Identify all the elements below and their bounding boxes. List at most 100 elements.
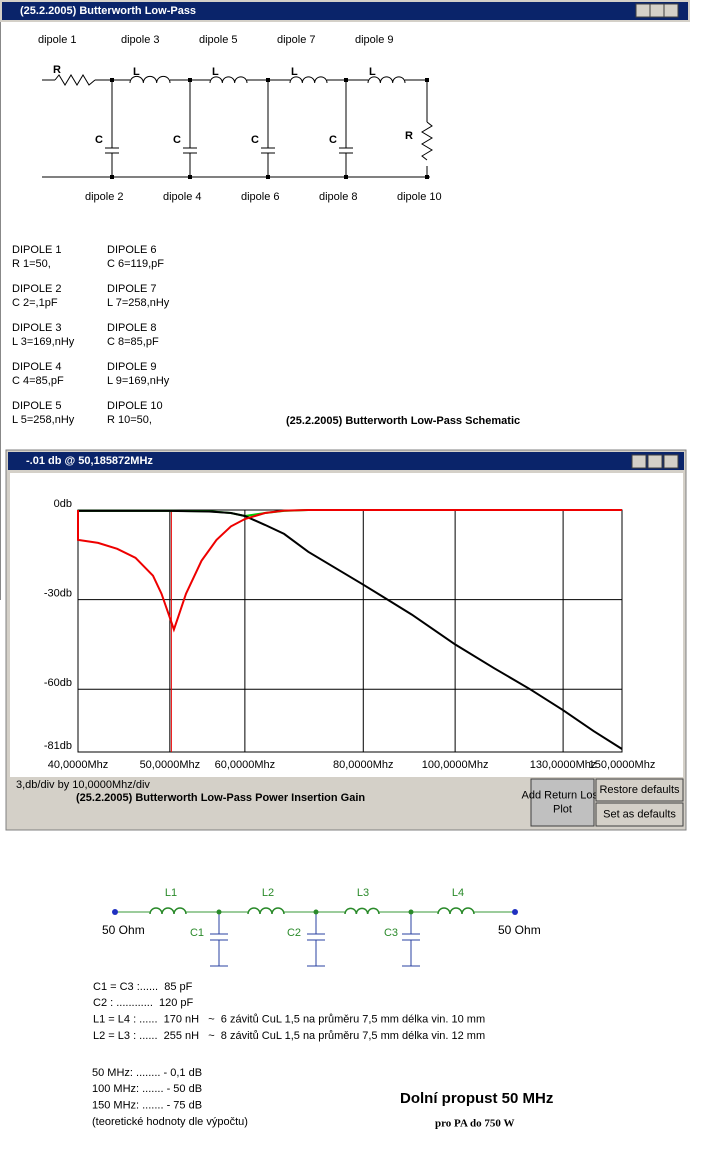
button-label[interactable]: Restore defaults <box>599 784 680 796</box>
scale-note: 3,db/div by 10,0000Mhz/div <box>16 779 150 791</box>
component-label: L <box>291 66 298 78</box>
dipole-name: DIPOLE 9 <box>107 361 157 373</box>
plot-caption: (25.2.2005) Butterworth Low-Pass Power I… <box>76 792 365 804</box>
dipole-label: dipole 5 <box>199 34 238 46</box>
button-label-line[interactable]: Plot <box>553 803 572 815</box>
attenuation-line: 150 MHz: ....... - 75 dB <box>92 1100 202 1112</box>
component-label: L <box>369 66 376 78</box>
capacitor <box>307 912 325 967</box>
inductor <box>149 907 187 915</box>
capacitor <box>183 80 197 177</box>
button[interactable] <box>530 778 595 827</box>
capacitor <box>105 80 119 177</box>
capacitor <box>210 912 228 967</box>
inductor <box>247 907 285 915</box>
y-tick-label: -30db <box>44 588 72 600</box>
x-tick-label: 150,0000Mhz <box>589 759 656 771</box>
inductor <box>367 76 406 84</box>
dipole-name: DIPOLE 8 <box>107 322 157 334</box>
port-label: 50 Ohm <box>498 923 541 937</box>
dipole-name: DIPOLE 2 <box>12 283 62 295</box>
capacitor-label: C1 <box>190 927 204 939</box>
dipole-name: DIPOLE 4 <box>12 361 62 373</box>
button-label-line[interactable]: Add Return Loss <box>522 789 604 801</box>
title-bar <box>8 452 684 470</box>
dipole-value: L 9=169,nHy <box>107 375 170 387</box>
dipole-label: dipole 10 <box>397 191 442 203</box>
node <box>110 78 114 82</box>
inductor <box>129 75 171 84</box>
dipole-name: DIPOLE 10 <box>107 400 163 412</box>
window-button[interactable] <box>663 3 679 18</box>
plot-window-title: -.01 db @ 50,185872MHz <box>26 455 153 467</box>
attenuation-line: 50 MHz: ........ - 0,1 dB <box>92 1067 202 1079</box>
capacitor <box>261 80 275 177</box>
x-tick-label: 80,0000Mhz <box>333 759 394 771</box>
dipole-name: DIPOLE 7 <box>107 283 157 295</box>
window-button[interactable] <box>663 454 679 469</box>
title-bar <box>2 2 688 20</box>
node <box>188 78 192 82</box>
capacitor <box>402 912 420 967</box>
node <box>425 78 429 82</box>
y-tick-label: -81db <box>44 740 72 752</box>
component-label: R <box>53 64 61 76</box>
node <box>344 175 348 179</box>
component-label: C <box>173 134 181 146</box>
dipole-name: DIPOLE 1 <box>12 244 62 256</box>
button[interactable] <box>595 802 684 827</box>
window-button[interactable] <box>631 454 647 469</box>
dipole-label: dipole 2 <box>85 191 124 203</box>
dipole-label: dipole 4 <box>163 191 202 203</box>
component-label: L <box>212 66 219 78</box>
dipole-value: L 3=169,nHy <box>12 336 75 348</box>
inductor-label: L3 <box>357 887 369 899</box>
node <box>344 78 348 82</box>
plot-area <box>10 473 683 777</box>
capacitor-label: C3 <box>384 927 398 939</box>
component-label: L <box>133 66 140 78</box>
inductor <box>209 76 248 84</box>
window-title: (25.2.2005) Butterworth Low-Pass <box>20 5 196 17</box>
x-tick-label: 40,0000Mhz <box>48 759 109 771</box>
dipole-label: dipole 1 <box>38 34 77 46</box>
filter-subtitle: pro PA do 750 W <box>435 1118 514 1130</box>
component-label: C <box>95 134 103 146</box>
component-label: R <box>405 130 413 142</box>
component-value: L2 = L3 : ...... 255 nH ~ 8 závitů CuL 1… <box>93 1030 485 1042</box>
attenuation-line: (teoretické hodnoty dle výpočtu) <box>92 1116 248 1128</box>
dipole-value: R 10=50, <box>107 414 152 426</box>
window-button[interactable] <box>635 3 651 18</box>
node <box>425 175 429 179</box>
button[interactable] <box>595 778 684 802</box>
y-tick-label: 0db <box>54 498 72 510</box>
button-label[interactable]: Set as defaults <box>603 808 676 820</box>
capacitor-label: C2 <box>287 927 301 939</box>
resistor <box>421 121 433 161</box>
component-value: L1 = L4 : ...... 170 nH ~ 6 závitů CuL 1… <box>93 1014 485 1026</box>
node <box>313 909 319 915</box>
node <box>408 909 414 915</box>
dipole-label: dipole 7 <box>277 34 316 46</box>
window-button[interactable] <box>647 454 663 469</box>
inductor <box>437 907 475 915</box>
inductor-label: L2 <box>262 887 274 899</box>
component-label: C <box>251 134 259 146</box>
x-tick-label: 100,0000Mhz <box>422 759 489 771</box>
dipole-value: C 6=119,pF <box>107 258 164 270</box>
dipole-name: DIPOLE 3 <box>12 322 62 334</box>
series-line <box>78 509 623 750</box>
port-label: 50 Ohm <box>102 923 145 937</box>
x-tick-label: 130,0000Mhz <box>530 759 597 771</box>
attenuation-line: 100 MHz: ....... - 50 dB <box>92 1083 202 1095</box>
schematic-caption: (25.2.2005) Butterworth Low-Pass Schemat… <box>286 415 520 427</box>
series-line <box>77 509 622 633</box>
dipole-value: R 1=50, <box>12 258 51 270</box>
window-button[interactable] <box>649 3 665 18</box>
component-value: C2 : ............ 120 pF <box>93 997 194 1009</box>
filter-title: Dolní propust 50 MHz <box>400 1090 553 1107</box>
dipole-value: C 8=85,pF <box>107 336 159 348</box>
window-border <box>0 22 1 600</box>
button-label[interactable]: Add Return Loss Plot <box>522 789 604 815</box>
